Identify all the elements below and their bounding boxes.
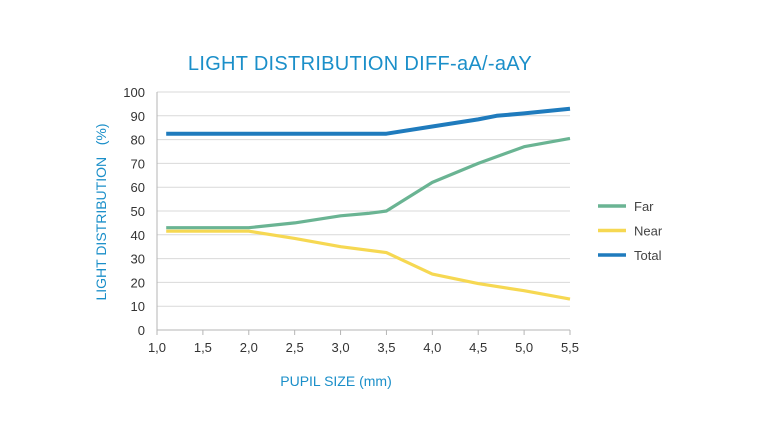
y-tick-label: 90 — [131, 109, 145, 124]
y-tick-label: 100 — [123, 85, 145, 100]
x-axis-ticks: 1,0 1,5 2,0 2,5 3,0 3,5 4,0 4,5 5,0 5,5 — [148, 340, 579, 355]
y-tick-label: 40 — [131, 228, 145, 243]
x-tick-label: 3,0 — [332, 340, 350, 355]
legend: Far Near Total — [598, 199, 663, 263]
y-tick-label: 30 — [131, 252, 145, 267]
y-axis-label: LIGHT DISTRIBUTION (%) — [93, 123, 109, 300]
legend-label-far: Far — [634, 199, 654, 214]
x-tick-label: 1,0 — [148, 340, 166, 355]
series-line-near — [166, 229, 571, 301]
x-tick-label: 4,5 — [469, 340, 487, 355]
series-line-far — [166, 136, 571, 230]
y-tick-label: 10 — [131, 299, 145, 314]
series-lines — [166, 106, 571, 301]
chart-title: LIGHT DISTRIBUTION DIFF-aA/-aAY — [188, 53, 532, 75]
x-tick-label: 5,0 — [515, 340, 533, 355]
x-tick-label: 3,5 — [377, 340, 395, 355]
legend-label-total: Total — [634, 248, 662, 263]
x-tick-label: 2,0 — [240, 340, 258, 355]
series-line-total — [166, 106, 571, 136]
x-tick-label: 5,5 — [561, 340, 579, 355]
x-axis-label: PUPIL SIZE (mm) — [280, 373, 392, 389]
y-tick-label: 80 — [131, 133, 145, 148]
y-axis-ticks: 0 10 20 30 40 50 60 70 80 90 100 — [123, 85, 145, 338]
y-tick-label: 20 — [131, 275, 145, 290]
y-tick-label: 0 — [138, 323, 145, 338]
y-tick-label: 70 — [131, 156, 145, 171]
legend-label-near: Near — [634, 224, 663, 239]
x-tick-label: 4,0 — [423, 340, 441, 355]
x-tick-label: 1,5 — [194, 340, 212, 355]
y-tick-label: 60 — [131, 180, 145, 195]
x-tick-label: 2,5 — [286, 340, 304, 355]
y-tick-label: 50 — [131, 204, 145, 219]
